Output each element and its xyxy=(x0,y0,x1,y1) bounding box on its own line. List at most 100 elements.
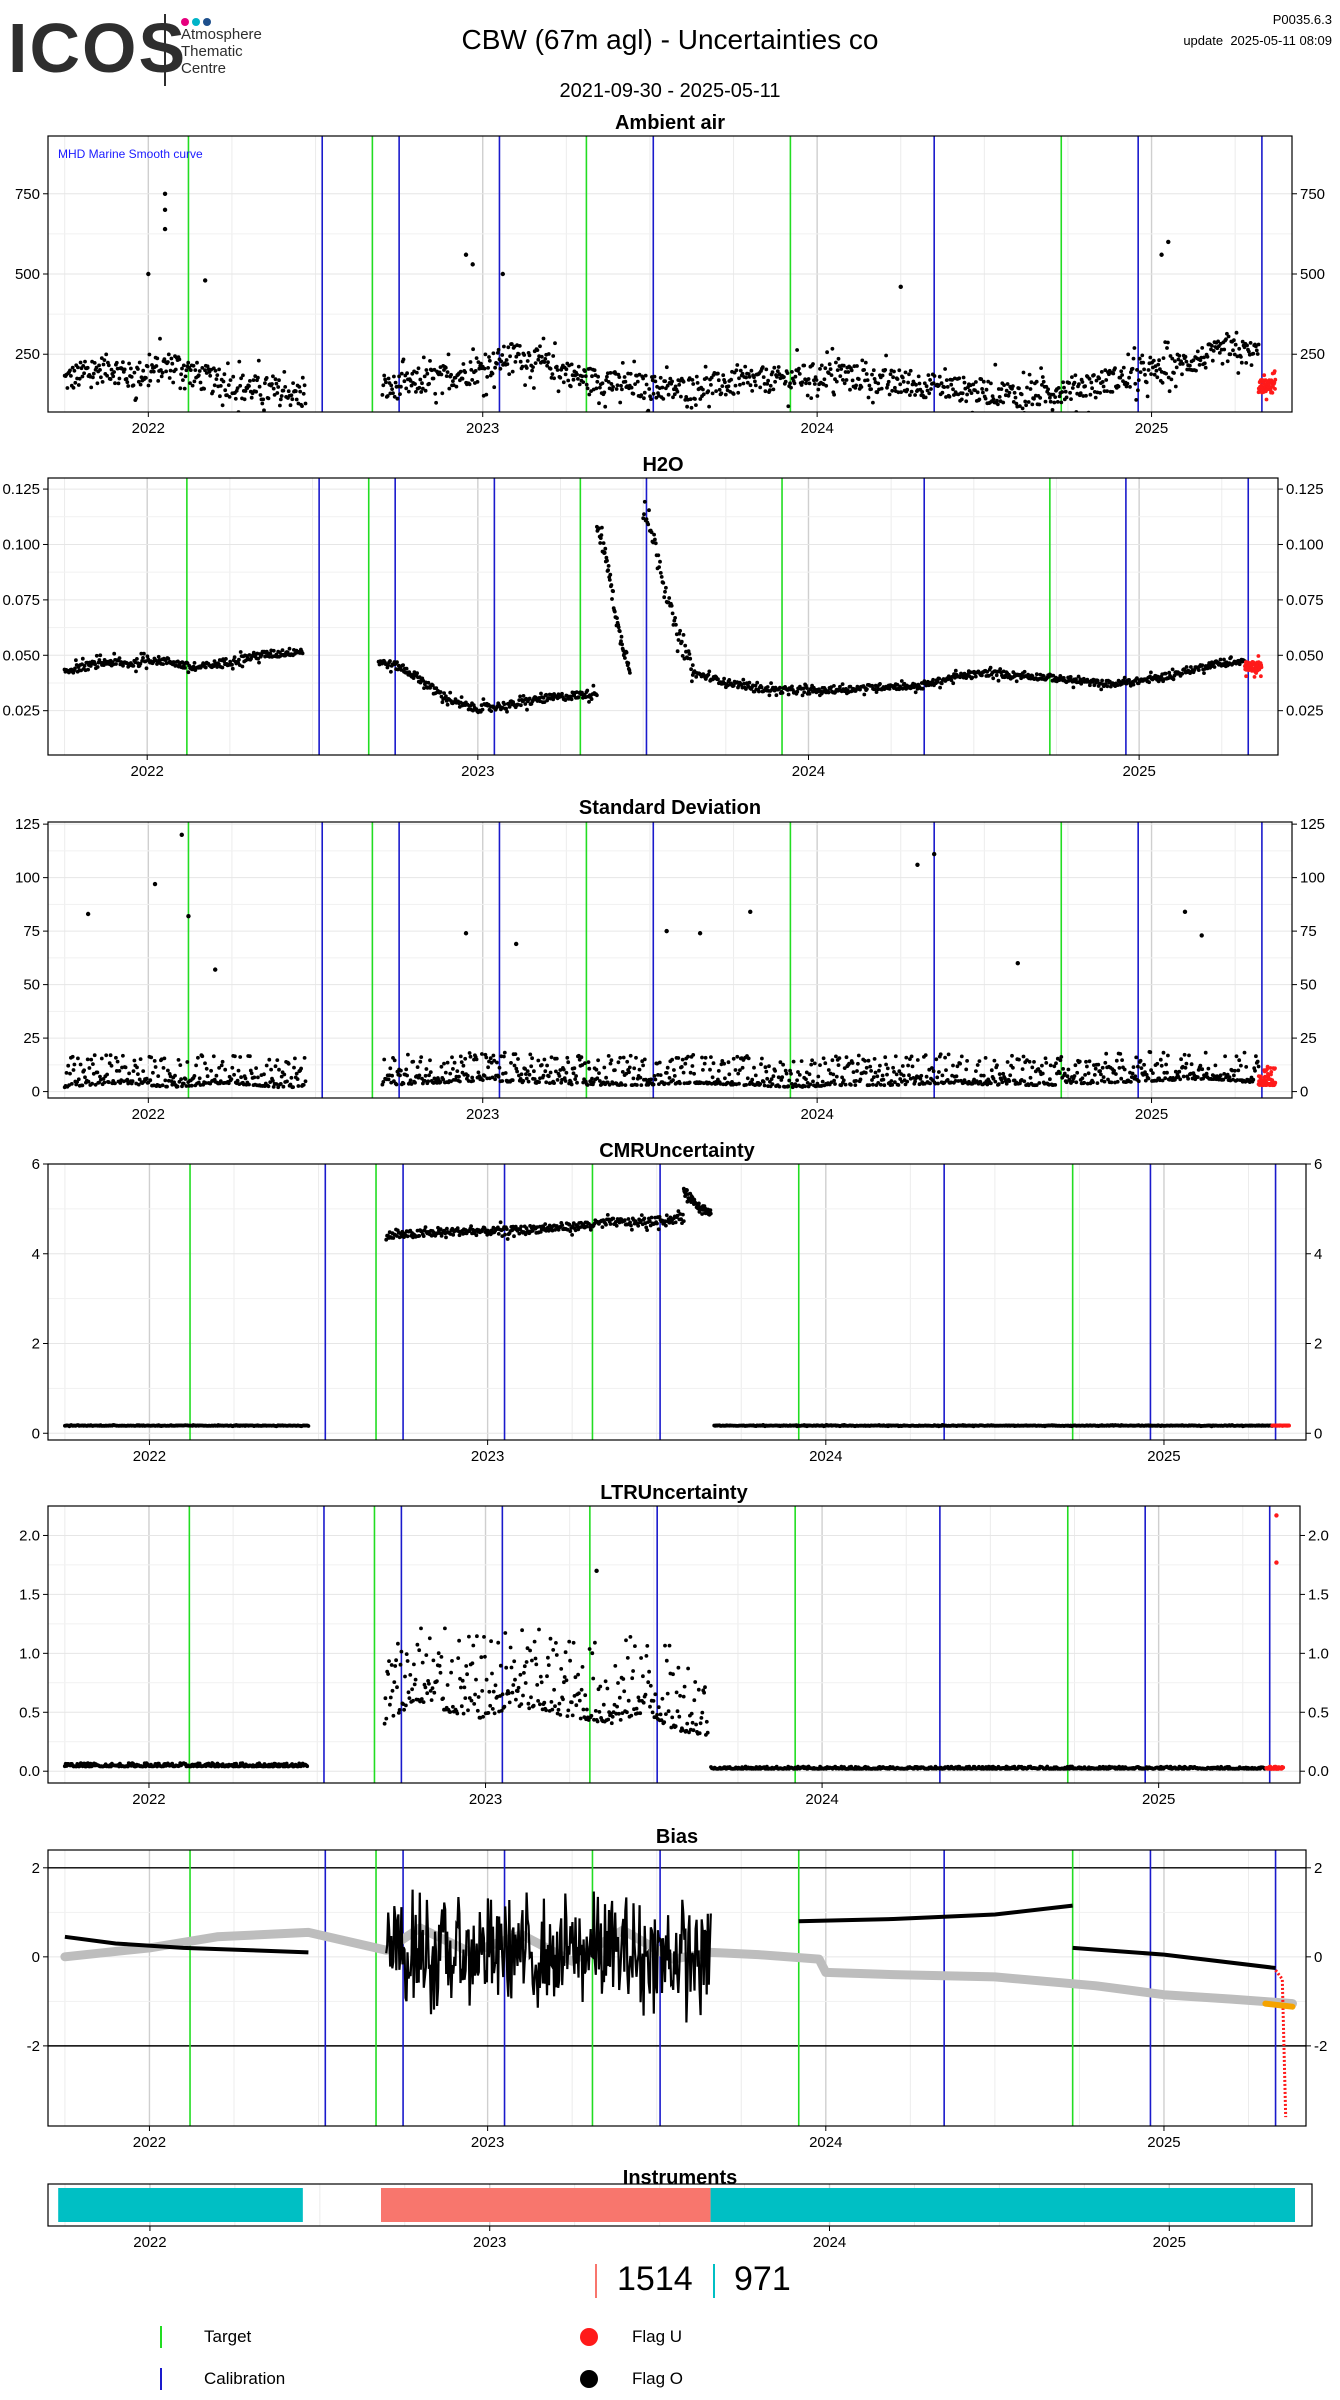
data-point xyxy=(569,1082,574,1087)
data-point xyxy=(1273,377,1278,382)
data-point xyxy=(510,369,515,374)
data-point xyxy=(1011,384,1015,388)
data-point xyxy=(1038,396,1043,400)
data-point xyxy=(959,397,964,402)
outlier-point xyxy=(1015,961,1020,966)
data-point xyxy=(587,700,591,704)
y-tick-label-right: 250 xyxy=(1300,346,1325,363)
data-point xyxy=(786,1084,791,1089)
data-point xyxy=(238,383,243,388)
data-point xyxy=(1149,670,1153,675)
data-point xyxy=(977,1059,982,1063)
data-point xyxy=(824,383,829,388)
data-point xyxy=(875,1074,880,1079)
data-point xyxy=(452,1060,457,1065)
data-point xyxy=(70,1054,75,1059)
plot-content xyxy=(48,478,1278,755)
data-point xyxy=(1017,1057,1021,1062)
x-tick-label: 2024 xyxy=(800,1106,833,1123)
data-point xyxy=(78,360,83,365)
data-point xyxy=(294,1071,299,1076)
data-point xyxy=(805,686,809,690)
data-point xyxy=(805,393,810,398)
data-point xyxy=(815,394,820,398)
outlier-point xyxy=(162,191,168,196)
data-point xyxy=(180,660,185,665)
data-point xyxy=(1104,378,1109,382)
data-point xyxy=(973,388,977,393)
data-point xyxy=(278,397,283,402)
data-point xyxy=(94,365,99,370)
data-point xyxy=(632,359,637,364)
data-point xyxy=(295,1077,300,1081)
data-point xyxy=(97,658,102,662)
data-point xyxy=(688,397,693,402)
data-point xyxy=(504,1227,509,1231)
data-point xyxy=(506,345,511,350)
data-point xyxy=(843,370,848,374)
data-point xyxy=(653,379,658,384)
data-point xyxy=(854,383,858,388)
data-point xyxy=(1024,403,1028,408)
data-point xyxy=(996,1082,1001,1087)
data-point xyxy=(529,1064,534,1069)
data-point xyxy=(624,650,629,655)
data-point xyxy=(468,360,473,364)
data-point xyxy=(997,395,1002,399)
data-point xyxy=(194,1063,199,1068)
data-point xyxy=(564,1070,569,1075)
data-point xyxy=(1051,673,1056,678)
data-point xyxy=(910,1064,915,1069)
data-point xyxy=(1078,677,1083,682)
data-point xyxy=(439,372,444,377)
data-point xyxy=(900,1064,905,1068)
plot-content xyxy=(48,136,1292,412)
data-point xyxy=(1043,399,1048,404)
data-point xyxy=(835,368,840,372)
data-point xyxy=(795,1078,799,1083)
data-point xyxy=(909,1054,914,1059)
data-point xyxy=(1203,1050,1208,1055)
data-point xyxy=(1244,674,1248,679)
data-point xyxy=(1189,665,1193,669)
data-point xyxy=(236,1068,241,1073)
data-point xyxy=(1043,1056,1048,1061)
data-point xyxy=(1148,1050,1153,1055)
x-tick-label: 2024 xyxy=(800,420,833,437)
data-point xyxy=(744,1083,748,1087)
data-point xyxy=(546,360,550,365)
x-tick-label: 2024 xyxy=(792,763,825,780)
data-point xyxy=(448,690,453,695)
data-point xyxy=(127,361,131,366)
data-point xyxy=(1140,353,1145,358)
y-tick-label-right: 0.125 xyxy=(1286,481,1324,498)
data-point xyxy=(646,408,651,412)
data-point xyxy=(891,375,895,380)
data-point xyxy=(1239,360,1244,365)
data-point xyxy=(1237,1058,1242,1063)
data-point xyxy=(1272,369,1277,374)
data-point xyxy=(673,384,678,389)
data-point xyxy=(1183,354,1188,359)
data-point xyxy=(986,379,991,384)
data-point xyxy=(1114,1072,1118,1076)
data-point xyxy=(722,1061,726,1066)
data-point xyxy=(391,1236,396,1240)
data-point xyxy=(758,385,763,390)
data-point xyxy=(896,1083,901,1087)
data-point xyxy=(865,687,869,691)
data-point xyxy=(138,382,143,387)
data-point xyxy=(498,366,503,371)
data-point xyxy=(560,691,564,696)
data-point xyxy=(996,402,1000,407)
data-point xyxy=(1005,1060,1010,1064)
data-point xyxy=(1127,375,1131,380)
data-point xyxy=(520,364,525,369)
data-point xyxy=(248,379,252,383)
data-point xyxy=(785,371,790,375)
data-point xyxy=(822,377,827,382)
data-point xyxy=(1163,671,1168,676)
version-code: P0035.6.3 xyxy=(1272,12,1332,27)
data-point xyxy=(184,1084,189,1088)
